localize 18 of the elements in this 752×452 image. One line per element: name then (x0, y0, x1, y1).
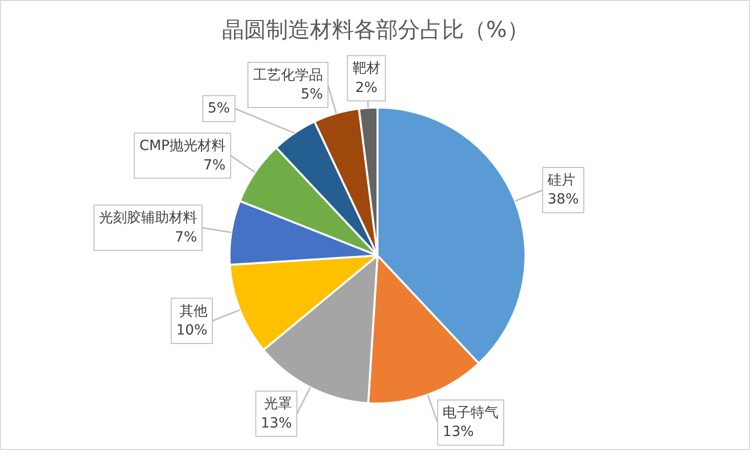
slice-label: 靶材 (352, 60, 380, 77)
slice-label: 工艺化学品 (252, 67, 323, 84)
data-label: 10% (176, 322, 208, 338)
data-label: 5% (300, 86, 323, 103)
data-label: 2% (355, 80, 378, 96)
slice-label: 硅片 (546, 172, 576, 189)
data-label: 7% (203, 157, 226, 174)
slice-label: 光刻胶辅助材料 (99, 210, 198, 226)
data-label: 7% (174, 229, 198, 246)
data-label: 13% (260, 415, 292, 432)
data-label: 13% (442, 424, 474, 440)
slice-label: 其他 (179, 303, 208, 320)
data-label: 5% (208, 100, 230, 117)
slice-label: 光罩 (264, 396, 292, 412)
chart-title: 晶圆制造材料各部分占比（%） (222, 18, 529, 43)
data-label: 38% (548, 192, 579, 208)
slice-label: 电子特气 (442, 405, 499, 421)
slice-label: CMP抛光材料 (139, 138, 226, 154)
